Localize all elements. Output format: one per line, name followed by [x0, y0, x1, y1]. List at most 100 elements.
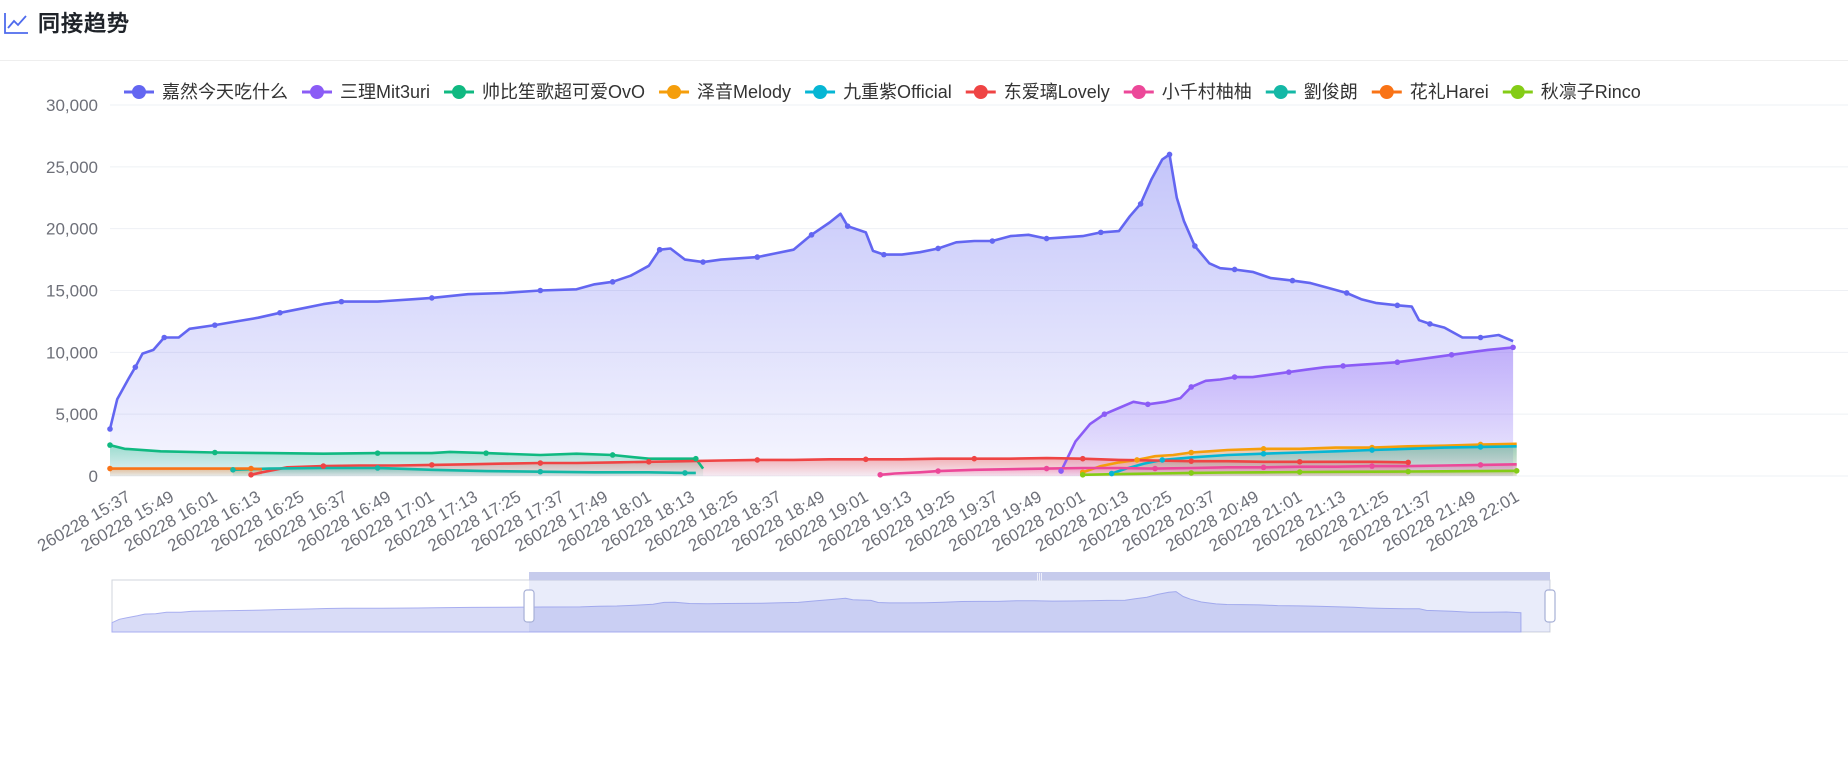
data-point[interactable] — [537, 468, 544, 475]
legend-item[interactable]: 九重紫Official — [805, 82, 952, 102]
data-point[interactable] — [1188, 458, 1195, 464]
data-point[interactable] — [971, 455, 978, 462]
series-lines[interactable] — [108, 153, 1517, 477]
data-point[interactable] — [107, 426, 113, 432]
data-point[interactable] — [1079, 471, 1086, 478]
data-point[interactable] — [338, 298, 345, 305]
data-point[interactable] — [1166, 151, 1173, 158]
data-point[interactable] — [989, 238, 996, 244]
data-point[interactable] — [1101, 411, 1108, 417]
data-point[interactable] — [1477, 462, 1484, 468]
data-point[interactable] — [1231, 266, 1238, 273]
data-point[interactable] — [1286, 369, 1292, 375]
data-point[interactable] — [700, 259, 706, 265]
data-point[interactable] — [1058, 468, 1064, 474]
data-point[interactable] — [1192, 243, 1198, 249]
data-point[interactable] — [1394, 302, 1401, 309]
series-line[interactable] — [880, 463, 1517, 477]
legend-item[interactable]: 秋凛子Rinco — [1502, 82, 1641, 102]
series-line[interactable] — [232, 466, 696, 475]
data-point[interactable] — [1188, 449, 1195, 456]
data-point[interactable] — [1477, 334, 1484, 341]
data-point[interactable] — [537, 460, 544, 466]
data-point[interactable] — [1394, 359, 1401, 366]
data-point[interactable] — [1079, 455, 1086, 462]
data-point[interactable] — [1427, 321, 1433, 327]
series-line[interactable] — [109, 443, 705, 470]
data-point[interactable] — [862, 456, 869, 463]
series-line[interactable] — [1111, 445, 1517, 475]
data-point[interactable] — [248, 465, 254, 472]
data-point[interactable] — [1260, 450, 1267, 457]
slider-handle[interactable] — [523, 589, 535, 623]
data-point[interactable] — [754, 254, 761, 260]
legend-item[interactable]: 泽音Melody — [659, 82, 791, 102]
data-point[interactable] — [1152, 465, 1158, 472]
data-point[interactable] — [1043, 465, 1050, 472]
viewers-trend-chart[interactable]: 0 5,000 10,000 15,000 20,000 25,000 30,000 260… — [2, 62, 1848, 759]
series-line[interactable] — [1059, 346, 1514, 472]
chart-legend[interactable]: 嘉然今天吃什么 三理Mit3uri 帅比笙歌超可爱OvO 泽音Melody 九重紫Off… — [124, 82, 1641, 102]
slider-top-bar[interactable] — [529, 572, 1550, 580]
data-point[interactable] — [1098, 229, 1104, 236]
data-point[interactable] — [656, 246, 663, 253]
data-point[interactable] — [1296, 458, 1303, 465]
data-point[interactable] — [107, 442, 113, 448]
data-point[interactable] — [646, 458, 652, 465]
data-point[interactable] — [609, 452, 616, 458]
data-point[interactable] — [429, 462, 435, 468]
data-point[interactable] — [429, 295, 435, 301]
data-point[interactable] — [1188, 470, 1195, 476]
legend-item[interactable]: 三理Mit3uri — [302, 82, 430, 102]
legend-item[interactable]: 帅比笙歌超可爱OvO — [444, 82, 645, 102]
data-point[interactable] — [935, 245, 941, 252]
legend-item[interactable]: 花礼Harei — [1371, 82, 1489, 102]
legend-item[interactable]: 小千村柚柚 — [1123, 82, 1252, 102]
legend-item[interactable]: 劉俊朗 — [1265, 82, 1358, 102]
data-point[interactable] — [374, 465, 381, 471]
data-point[interactable] — [277, 309, 283, 316]
data-point[interactable] — [1231, 374, 1238, 380]
data-point[interactable] — [320, 463, 327, 469]
series-line[interactable] — [110, 467, 262, 471]
data-point[interactable] — [1108, 470, 1115, 477]
data-point[interactable] — [1188, 384, 1195, 390]
data-point[interactable] — [212, 322, 218, 328]
data-point[interactable] — [1134, 457, 1140, 463]
data-point[interactable] — [609, 279, 616, 285]
data-point[interactable] — [1369, 447, 1375, 453]
data-point[interactable] — [132, 364, 139, 370]
zoom-slider[interactable]: ||| — [111, 572, 1556, 633]
series-points[interactable] — [107, 151, 1520, 478]
data-point[interactable] — [1448, 352, 1455, 358]
data-point[interactable] — [1159, 457, 1166, 463]
data-point[interactable] — [1369, 463, 1375, 469]
data-point[interactable] — [1145, 401, 1151, 408]
series-line[interactable] — [108, 153, 1514, 430]
series-line[interactable] — [250, 456, 1409, 477]
data-point[interactable] — [935, 468, 941, 474]
data-point[interactable] — [1405, 459, 1412, 466]
data-point[interactable] — [1477, 444, 1484, 450]
data-point[interactable] — [682, 470, 688, 476]
data-point[interactable] — [693, 455, 699, 462]
data-point[interactable] — [1260, 464, 1267, 471]
data-point[interactable] — [212, 449, 218, 456]
data-point[interactable] — [537, 287, 544, 294]
data-point[interactable] — [1405, 468, 1412, 475]
data-point[interactable] — [107, 465, 113, 472]
data-point[interactable] — [374, 450, 381, 456]
legend-item[interactable]: 嘉然今天吃什么 — [124, 82, 288, 102]
slider-handle[interactable] — [1544, 589, 1556, 623]
data-point[interactable] — [483, 450, 489, 456]
legend-item[interactable]: 东爱璃Lovely — [965, 82, 1110, 102]
data-point[interactable] — [844, 223, 851, 229]
data-point[interactable] — [1289, 277, 1296, 284]
data-point[interactable] — [1296, 469, 1303, 475]
data-point[interactable] — [808, 232, 815, 238]
data-point[interactable] — [1343, 290, 1350, 296]
data-point[interactable] — [230, 467, 236, 473]
data-point[interactable] — [754, 457, 761, 463]
data-point[interactable] — [1513, 468, 1520, 474]
data-point[interactable] — [161, 334, 168, 341]
